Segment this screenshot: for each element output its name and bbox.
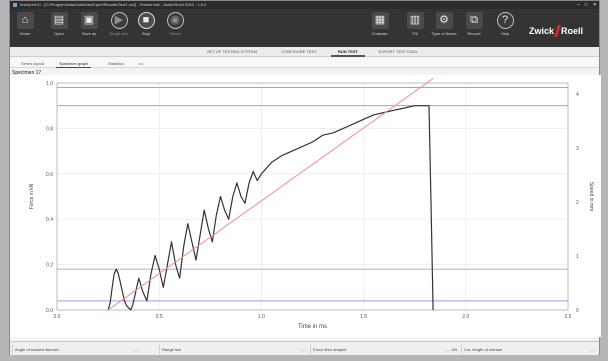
- tab-statistics[interactable]: Statistics: [105, 59, 127, 68]
- y-axis-label: Force in kN: [29, 183, 35, 209]
- outer-frame-right: [600, 0, 608, 361]
- chart-series: [108, 79, 433, 311]
- chart-grid: [57, 83, 568, 310]
- workflow-step-bar: SET UP TESTING SYSTEM CONFIGURE TEST RUN…: [10, 47, 599, 57]
- help-button[interactable]: ? Help: [494, 12, 516, 36]
- y-axis-ticks: 0.0 0.2 0.4 0.6 0.8 1.0: [46, 81, 53, 314]
- open-icon: ▤: [51, 12, 68, 29]
- y-tick-label: 0.2: [46, 263, 53, 269]
- title-bar: testXpert III - [C:\ProgramData\Zwick\te…: [10, 1, 599, 9]
- y2-axis-label: Speed in mm: [588, 182, 594, 211]
- specimen-graph-area[interactable]: 0.0 0.5 1.0 1.5 2.0 2.5 0.0 0.2 0.4 0.6 0.8 1.0 0 1…: [10, 75, 601, 337]
- reference-line: [108, 79, 433, 311]
- step-configure-test[interactable]: CONFIGURE TEST: [273, 47, 325, 57]
- x-tick-label: 1.5: [360, 314, 367, 320]
- close-icon[interactable]: ✕: [593, 1, 597, 9]
- home-icon: ⌂: [17, 12, 34, 29]
- save-icon: ▣: [81, 12, 98, 29]
- record-button[interactable]: ⧉ Record: [463, 12, 485, 36]
- y2-tick-label: 0: [576, 308, 579, 314]
- fixture-icon: ⚙: [436, 12, 453, 29]
- force-time-chart[interactable]: 0.0 0.5 1.0 1.5 2.0 2.5 0.0 0.2 0.4 0.6 0.8 1.0 0 1…: [10, 75, 601, 337]
- logo-slash: [554, 25, 561, 37]
- y-tick-label: 0.6: [46, 172, 53, 178]
- fill-button[interactable]: ▥ Fill: [404, 12, 426, 36]
- window-title: testXpert III - [C:\ProgramData\Zwick\te…: [20, 2, 206, 7]
- x-tick-label: 2.0: [462, 314, 469, 320]
- evaluate-button[interactable]: ▦ Evaluate: [369, 12, 391, 36]
- save-as-button[interactable]: ▣ Save as: [78, 12, 100, 36]
- home-button[interactable]: ⌂ Home: [14, 12, 36, 36]
- y-tick-label: 0.8: [46, 126, 53, 132]
- x-tick-label: 0.0: [54, 314, 61, 320]
- tab-specimen-graph[interactable]: Specimen graph: [56, 59, 91, 68]
- step-set-up-testing-system[interactable]: SET UP TESTING SYSTEM: [197, 47, 267, 57]
- y2-tick-label: 4: [576, 92, 579, 98]
- tab-series-layout[interactable]: Series layout: [18, 59, 47, 68]
- y2-tick-label: 2: [576, 200, 579, 206]
- play-icon: ▶: [111, 12, 128, 29]
- outer-frame-bottom: [0, 355, 608, 361]
- plot-frame: [57, 83, 568, 310]
- window-controls: – □ ✕: [577, 1, 597, 9]
- zwick-roell-logo: Zwick Roell: [529, 22, 583, 40]
- x-tick-label: 2.5: [565, 314, 572, 320]
- series-icon: ◉: [167, 12, 184, 29]
- stop-button[interactable]: ■ Stop: [135, 12, 157, 36]
- single-test-button[interactable]: ▶ Single test: [108, 12, 130, 36]
- help-icon: ?: [497, 12, 514, 29]
- stop-icon: ■: [138, 12, 155, 29]
- y-tick-label: 0.4: [46, 217, 53, 223]
- y2-tick-label: 1: [576, 254, 579, 260]
- record-icon: ⧉: [466, 12, 483, 29]
- x-axis-label: Time in ms: [298, 324, 327, 330]
- x-tick-label: 1.0: [258, 314, 265, 320]
- outer-frame-left: [0, 0, 9, 361]
- step-export-test-data[interactable]: EXPORT TEST DATA: [370, 47, 426, 57]
- x-tick-label: 0.5: [156, 314, 163, 320]
- maximize-icon[interactable]: □: [585, 1, 588, 9]
- series-button[interactable]: ◉ Series: [164, 12, 186, 36]
- x-axis-ticks: 0.0 0.5 1.0 1.5 2.0 2.5: [54, 314, 572, 320]
- status-bar: Angle of shaded stencler - - - Range low…: [10, 341, 599, 355]
- status-field-force-fiber: Force fiber shaped - - - kN: [310, 345, 460, 354]
- fixture-button[interactable]: ⚙ Type of fixture: [433, 12, 455, 36]
- limit-lines: [57, 88, 568, 301]
- evaluate-icon: ▦: [372, 12, 389, 29]
- open-button[interactable]: ▤ Open: [48, 12, 70, 36]
- y-tick-label: 1.0: [46, 81, 53, 87]
- y-tick-label: 0.0: [46, 308, 53, 314]
- minimize-icon[interactable]: –: [577, 1, 580, 9]
- y2-tick-label: 3: [576, 146, 579, 152]
- status-field-angle: Angle of shaded stencler - - -: [12, 345, 142, 354]
- fill-icon: ▥: [407, 12, 424, 29]
- app-icon: [13, 3, 17, 7]
- status-field-cur-length: Cur. length of release - - -: [461, 345, 599, 354]
- application-window: testXpert III - [C:\ProgramData\Zwick\te…: [9, 0, 600, 355]
- force-curve: [108, 106, 433, 310]
- status-field-range-low: Range low - - -: [159, 345, 309, 354]
- tab-more[interactable]: •••: [136, 59, 146, 68]
- step-run-test[interactable]: RUN TEST: [331, 47, 365, 57]
- ribbon-toolbar: ⌂ Home ▤ Open ▣ Save as ▶ Single test ■ …: [10, 9, 599, 47]
- y2-axis-ticks: 0 1 2 3 4: [576, 92, 579, 314]
- view-tabs: Series layout Specimen graph Statistics …: [10, 58, 599, 68]
